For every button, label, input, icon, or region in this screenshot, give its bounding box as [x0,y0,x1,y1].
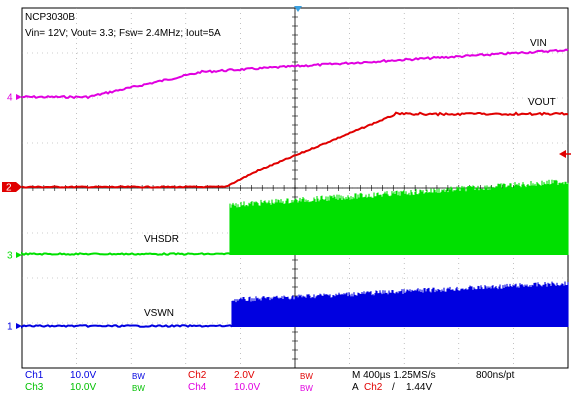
vhsdr-waveform [21,251,231,256]
ch1-bw-icon: BW [132,372,145,381]
channel-markers: 4 2 3 1 [2,6,571,333]
trace-label-vswn: VSWN [144,308,174,319]
trigger-level-arrow-icon[interactable] [559,150,566,158]
ch2-bw-icon: BW [300,372,313,381]
trigger-source[interactable]: Ch2 [364,382,383,393]
channel-marker-vswn[interactable]: 1 [7,322,22,333]
ch2-scale: 2.0V [234,370,255,381]
ch1-label[interactable]: Ch1 [25,370,44,381]
sample-resolution: 800ns/pt [476,370,515,381]
scope-status-bar: Ch1 10.0V BW Ch2 2.0V BW M 400µs 1.25MS/… [0,370,571,396]
trigger-position-marker[interactable] [294,6,302,12]
trace-label-vout: VOUT [528,97,556,108]
ch3-label[interactable]: Ch3 [25,382,44,393]
channel-marker-vhsdr[interactable]: 3 [7,251,22,262]
trigger-slope-icon: / [392,382,395,393]
trigger-prefix: A [352,382,359,393]
channel-marker-label: 3 [7,251,13,262]
channel-marker-label: 4 [7,93,13,104]
ch4-bw-icon: BW [300,384,313,393]
device-title: NCP3030B [25,12,76,23]
ch4-label[interactable]: Ch4 [188,382,207,393]
ch1-scale: 10.0V [70,370,97,381]
vin-waveform [21,48,569,100]
test-conditions: Vin= 12V; Vout= 3.3; Fsw= 2.4MHz; Iout=5… [25,28,221,39]
trace-label-vin: VIN [530,38,547,49]
ch2-label[interactable]: Ch2 [188,370,207,381]
channel-marker-label: 1 [7,322,13,333]
vswn-waveform [21,324,233,329]
ch3-scale: 10.0V [70,382,97,393]
trigger-level[interactable]: 1.44V [406,382,433,393]
channel-marker-label: 2 [6,183,12,194]
vout-waveform [21,111,569,189]
channel-marker-vin[interactable]: 4 [7,93,22,104]
trace-label-vhsdr: VHSDR [144,234,180,245]
ch4-scale: 10.0V [234,382,261,393]
channel-marker-vout[interactable]: 2 [2,182,22,194]
ch3-bw-icon: BW [132,384,145,393]
waveform-traces [21,48,569,329]
timebase[interactable]: M 400µs 1.25MS/s [352,370,436,381]
